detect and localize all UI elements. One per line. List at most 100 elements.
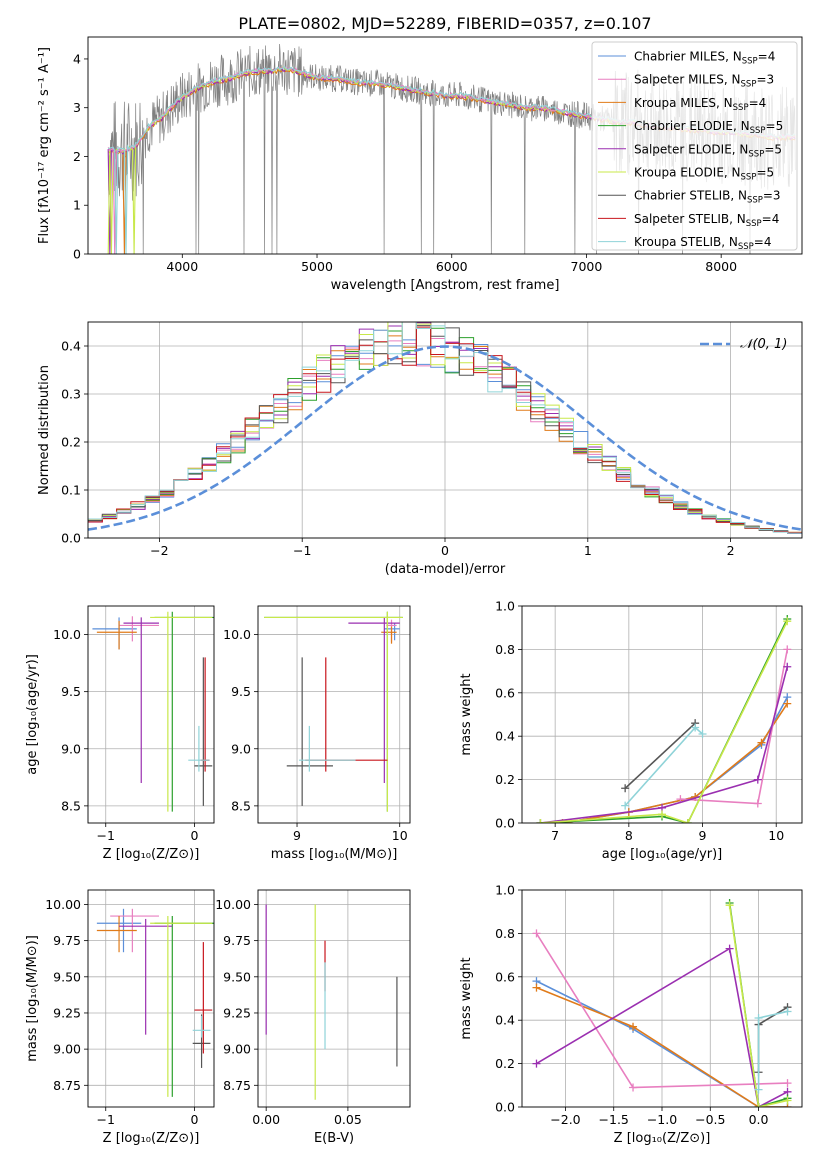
legend-entry: Kroupa STELIB, NSSP=4 [634, 235, 772, 252]
data-point [783, 1007, 792, 1016]
x-axis-label: E(B-V) [314, 1131, 354, 1146]
axes-frame [87, 889, 215, 1108]
data-point [783, 645, 792, 654]
data-point [753, 775, 762, 784]
mass_vs_EBV-axes: 0.00 0.05 8.75 9.00 9.25 9.50 9.75 10.00 E(B-V) [215, 889, 411, 1146]
data-point [683, 819, 692, 823]
y-tick-label: 0.4 [495, 1013, 515, 1028]
data-point [783, 1079, 792, 1088]
x-axis-label: Z [log₁₀(Z/Z⊙)] [103, 847, 200, 862]
data-point [783, 617, 792, 626]
data-point [757, 738, 766, 747]
data-point [532, 1059, 541, 1068]
weight-series-line [540, 620, 789, 823]
x-tick-label: 7000 [571, 259, 603, 274]
axes-frame [87, 321, 803, 539]
axes-frame [87, 36, 803, 255]
y-tick-label: 9.75 [223, 933, 251, 948]
figure-title: PLATE=0802, MJD=52289, FIBERID=0357, z=0… [238, 14, 651, 33]
x-tick-label: −2 [150, 543, 168, 558]
axes-frame [257, 605, 411, 824]
x-tick-label: −1 [97, 828, 115, 843]
weight-series-line [562, 703, 788, 823]
x-axis-label: (data-model)/error [385, 562, 506, 577]
data-point [783, 1096, 792, 1105]
y-tick-label: 4 [73, 51, 81, 66]
data-point [754, 1103, 763, 1107]
x-axis-label: wavelength [Angstrom, rest frame] [331, 278, 560, 293]
x-tick-label: 0.00 [252, 1112, 280, 1127]
y-tick-label: 0 [73, 247, 81, 262]
x-tick-label: −1 [97, 1112, 115, 1127]
mass_vs_Z-axes: −1 0 8.75 9.00 9.25 9.50 9.75 10.00 Z [log₁₀(Z/Z… [25, 889, 215, 1146]
legend-entry: Salpeter STELIB, NSSP=4 [634, 212, 779, 229]
y-tick-label: 0.0 [495, 816, 515, 831]
y-tick-label: 10.00 [215, 897, 251, 912]
data-point [754, 1085, 763, 1094]
x-tick-label: 10 [392, 828, 408, 843]
y-tick-label: 8.75 [223, 1078, 251, 1093]
data-point [753, 799, 762, 808]
weight_vs_Z-axes: −2.0 −1.5 −1.0 −0.5 0.0 0.0 0.2 0.4 0.6 0.8 1.0 Z [… [459, 883, 803, 1146]
y-tick-label: 0.2 [495, 772, 515, 787]
weight-series-line [624, 722, 696, 789]
histogram-series [88, 322, 802, 534]
data-point [691, 723, 700, 732]
y-tick-label: 0.1 [61, 483, 81, 498]
y-tick-label: 9.00 [53, 1042, 81, 1057]
weight-series-line [536, 986, 788, 1107]
weight-series-line [757, 1010, 788, 1090]
weight-series-line [536, 947, 788, 1107]
x-tick-label: 9 [699, 828, 707, 843]
y-tick-label: 0.0 [495, 1100, 515, 1115]
y-tick-label: 8.75 [53, 1078, 81, 1093]
x-tick-label: 7 [551, 828, 559, 843]
histogram-series [88, 322, 802, 534]
legend-entry: Kroupa MILES, NSSP=4 [634, 96, 766, 113]
data-point [725, 944, 734, 953]
y-tick-label: 0.6 [495, 969, 515, 984]
x-tick-label: 8000 [705, 259, 737, 274]
y-axis-label: age [log₁₀(age/yr)] [25, 654, 40, 775]
y-tick-label: 0.3 [61, 387, 81, 402]
y-tick-label: 8.5 [61, 798, 81, 813]
normal-distribution-curve [88, 345, 802, 531]
y-tick-label: 0.8 [495, 642, 515, 657]
x-axis-label: age [log₁₀(age/yr)] [602, 847, 723, 862]
x-tick-label: 0.05 [334, 1112, 362, 1127]
x-tick-label: −1.0 [647, 1112, 677, 1127]
y-tick-label: 10.0 [53, 627, 81, 642]
y-tick-label: 1.0 [495, 883, 515, 898]
y-tick-label: 0.8 [495, 926, 515, 941]
data-point [783, 662, 792, 671]
data-point [658, 810, 666, 819]
x-axis-label: mass [log₁₀(M/M⊙)] [271, 847, 398, 862]
y-tick-label: 9.25 [223, 1005, 251, 1020]
y-tick-label: 9.25 [53, 1005, 81, 1020]
y-tick-label: 0.2 [495, 1056, 515, 1071]
y-tick-label: 9.5 [231, 684, 251, 699]
age_vs_Z-axes: −1 0 8.5 9.0 9.5 10.0 Z [log₁₀(Z/Z⊙)] age [log₁… [25, 605, 215, 862]
weight-series-line [728, 905, 788, 1107]
y-axis-label: mass weight [459, 957, 474, 1039]
data-point [621, 801, 630, 810]
x-tick-label: 5000 [301, 259, 333, 274]
legend-entry: Kroupa ELODIE, NSSP=5 [634, 166, 774, 183]
legend-entry: 𝒩(0, 1) [740, 337, 787, 352]
y-tick-label: 0.4 [495, 729, 515, 744]
y-tick-label: 9.50 [53, 969, 81, 984]
x-tick-label: −1 [293, 543, 311, 558]
legend-entry: Chabrier STELIB, NSSP=3 [634, 189, 781, 206]
y-tick-label: 9.0 [231, 741, 251, 756]
legend-entry: Salpeter ELODIE, NSSP=5 [634, 142, 782, 159]
x-tick-label: −2.0 [550, 1112, 580, 1127]
y-tick-label: 9.00 [223, 1042, 251, 1057]
y-tick-label: 9.0 [61, 741, 81, 756]
x-axis-label: Z [log₁₀(Z/Z⊙)] [614, 1131, 711, 1146]
data-point [725, 901, 734, 910]
weight-series-line [624, 726, 704, 807]
y-tick-label: 0.0 [61, 531, 81, 546]
x-axis-label: Z [log₁₀(Z/Z⊙)] [103, 1131, 200, 1146]
spectrum-legend: Chabrier MILES, NSSP=4 Salpeter MILES, NS… [591, 41, 798, 252]
